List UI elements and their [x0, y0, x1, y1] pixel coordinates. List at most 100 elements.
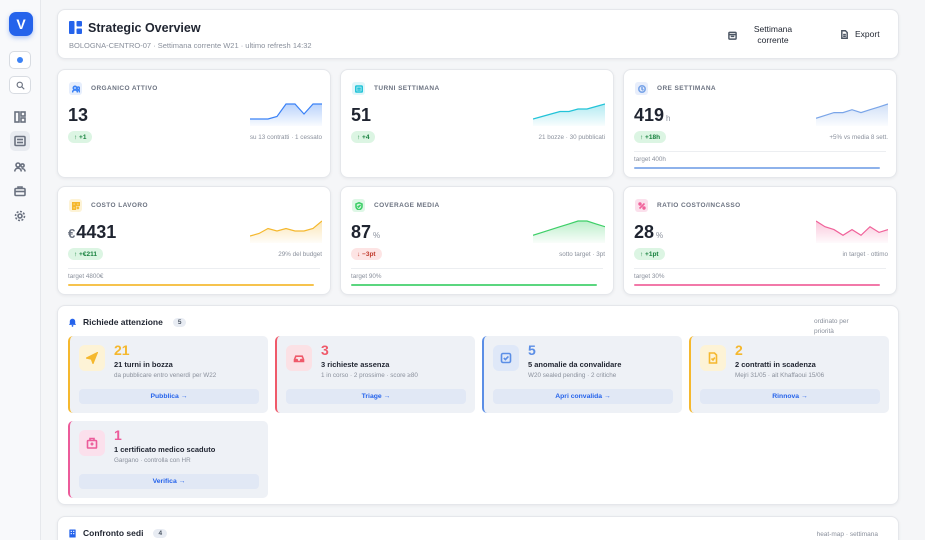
attention-item-subtitle: W20 sealed pending · 2 critiche: [528, 372, 617, 379]
week-selector-button[interactable]: Settimana corrente: [728, 24, 803, 46]
attention-count-value: 2: [735, 342, 743, 358]
sparkline-line: [816, 103, 888, 119]
attention-icon-box: [79, 345, 105, 371]
kpi-target: target 4800€: [68, 273, 104, 280]
sparkline-area: [533, 221, 605, 243]
kpi-icon-box: [635, 82, 648, 95]
attention-card: 2 2 contratti in scadenza Mejri 31/05 · …: [689, 336, 889, 413]
page-title: Strategic Overview: [88, 21, 201, 35]
kpi-card[interactable]: RATIO COSTO/INCASSO 28% ↑ +1pt in target…: [623, 186, 897, 295]
users-icon: [14, 162, 26, 172]
status-toggle[interactable]: [9, 51, 31, 69]
kpi-label: ORGANICO ATTIVO: [91, 85, 158, 92]
attention-item-title: 5 anomalie da convalidare: [528, 360, 622, 369]
app-logo[interactable]: V: [9, 12, 33, 36]
attention-action-button[interactable]: Verifica →: [79, 474, 259, 489]
kpi-currency: €: [68, 226, 76, 241]
kpi-note: 21 bozze · 30 pubblicati: [538, 134, 605, 141]
compare-section: Confronto sedi 4 heat-map · settimana: [57, 516, 899, 540]
kpi-number: 4431: [76, 222, 117, 242]
kpi-number: 13: [68, 105, 89, 125]
sparkline-line: [816, 220, 888, 237]
sparkline-line: [533, 103, 605, 120]
users-icon: [71, 84, 80, 93]
kpi-delta-badge: ↑ +18h: [634, 131, 667, 143]
shield-check-icon: [354, 201, 363, 210]
search-button[interactable]: [9, 76, 31, 94]
file-icon: [841, 30, 848, 39]
export-label: Export: [855, 29, 880, 39]
send-icon: [86, 352, 98, 364]
grid-icon: [71, 201, 80, 210]
kpi-target-bar: [351, 284, 597, 286]
hospital-icon: [86, 437, 98, 449]
building-icon: [69, 528, 76, 538]
attention-action-button[interactable]: Triage →: [286, 389, 466, 404]
kpi-card[interactable]: ORGANICO ATTIVO 13 ↑ +1 su 13 contratti …: [57, 69, 331, 178]
kpi-delta-badge: ↑ +1pt: [634, 248, 665, 260]
dashboard-icon: [69, 21, 82, 34]
attention-icon-box: [79, 430, 105, 456]
kpi-delta-badge: ↑ +1: [68, 131, 93, 143]
week-selector-label: Settimana corrente: [753, 24, 793, 45]
gear-icon: [14, 210, 26, 222]
attention-item-title: 2 contratti in scadenza: [735, 360, 816, 369]
kpi-number: 28: [634, 222, 655, 242]
kpi-label: COVERAGE MEDIA: [374, 202, 440, 209]
kpi-delta-badge: ↑ +4: [351, 131, 376, 143]
kpi-target-bar: [634, 167, 880, 169]
attention-card: 21 21 turni in bozza da pubblicare entro…: [68, 336, 268, 413]
attention-item-title: 21 turni in bozza: [114, 360, 173, 369]
kpi-target-bar: [634, 284, 880, 286]
sparkline-line: [250, 220, 322, 237]
kpi-card[interactable]: TURNI SETTIMANA 51 ↑ +4 21 bozze · 30 pu…: [340, 69, 614, 178]
kpi-card[interactable]: ORE SETTIMANA 419 h ↑ +18h +5% vs media 8…: [623, 69, 897, 178]
briefcase-icon: [14, 186, 26, 197]
compare-note: heat-map · settimana: [816, 531, 878, 538]
nav-list[interactable]: [10, 131, 30, 151]
page-header: Strategic Overview BOLOGNA-CENTRO-07 · S…: [57, 9, 899, 59]
kpi-sparkline: [816, 220, 888, 243]
attention-item-subtitle: 1 in corso · 2 prossime · score ≥80: [321, 372, 418, 379]
kpi-card[interactable]: COSTO LAVORO €4431 ↑ +€211 29% del budge…: [57, 186, 331, 295]
car-icon: [293, 355, 305, 363]
kpi-card[interactable]: COVERAGE MEDIA 87% ↓ −3pt sotto target ·…: [340, 186, 614, 295]
nav-dashboard[interactable]: [10, 107, 30, 127]
sidebar: V: [0, 0, 41, 540]
attention-count-value: 3: [321, 342, 329, 358]
document-icon: [708, 352, 718, 364]
nav-users[interactable]: [10, 157, 30, 177]
nav-settings[interactable]: [10, 206, 30, 226]
kpi-number: 51: [351, 105, 372, 125]
attention-item-subtitle: Gargano · controlla con HR: [114, 457, 191, 464]
kpi-sparkline: [816, 103, 888, 126]
attention-card: 3 3 richieste assenza 1 in corso · 2 pro…: [275, 336, 475, 413]
clock-icon: [637, 84, 646, 93]
sort-note: ordinato per priorità: [814, 318, 849, 335]
attention-action-button[interactable]: Apri convalida →: [493, 389, 673, 404]
kpi-label: ORE SETTIMANA: [657, 85, 717, 92]
attention-action-button[interactable]: Rinnova →: [700, 389, 880, 404]
dashboard-icon: [14, 111, 26, 123]
export-button[interactable]: Export: [840, 29, 880, 40]
kpi-number: 419: [634, 105, 665, 125]
sparkline-area: [250, 221, 322, 243]
attention-header: Richiede attenzione 5: [68, 317, 187, 327]
kpi-note: sotto target · 3pt: [559, 251, 605, 258]
kpi-icon-box: [635, 199, 648, 212]
kpi-target: target 30%: [634, 273, 665, 280]
kpi-icon-box: [352, 199, 365, 212]
calendar-icon: [354, 84, 363, 93]
percent-icon: [637, 201, 646, 210]
attention-action-button[interactable]: Pubblica →: [79, 389, 259, 404]
attention-count-value: 21: [114, 342, 130, 358]
attention-section: Richiede attenzione 5 ordinato per prior…: [57, 305, 899, 505]
attention-icon-box: [700, 345, 726, 371]
nav-briefcase[interactable]: [10, 181, 30, 201]
kpi-value: 51: [351, 105, 371, 126]
search-icon: [16, 81, 25, 90]
kpi-note: 29% del budget: [278, 251, 322, 258]
compare-count: 4: [153, 528, 168, 538]
kpi-target: target 90%: [351, 273, 382, 280]
kpi-divider: [634, 151, 886, 152]
